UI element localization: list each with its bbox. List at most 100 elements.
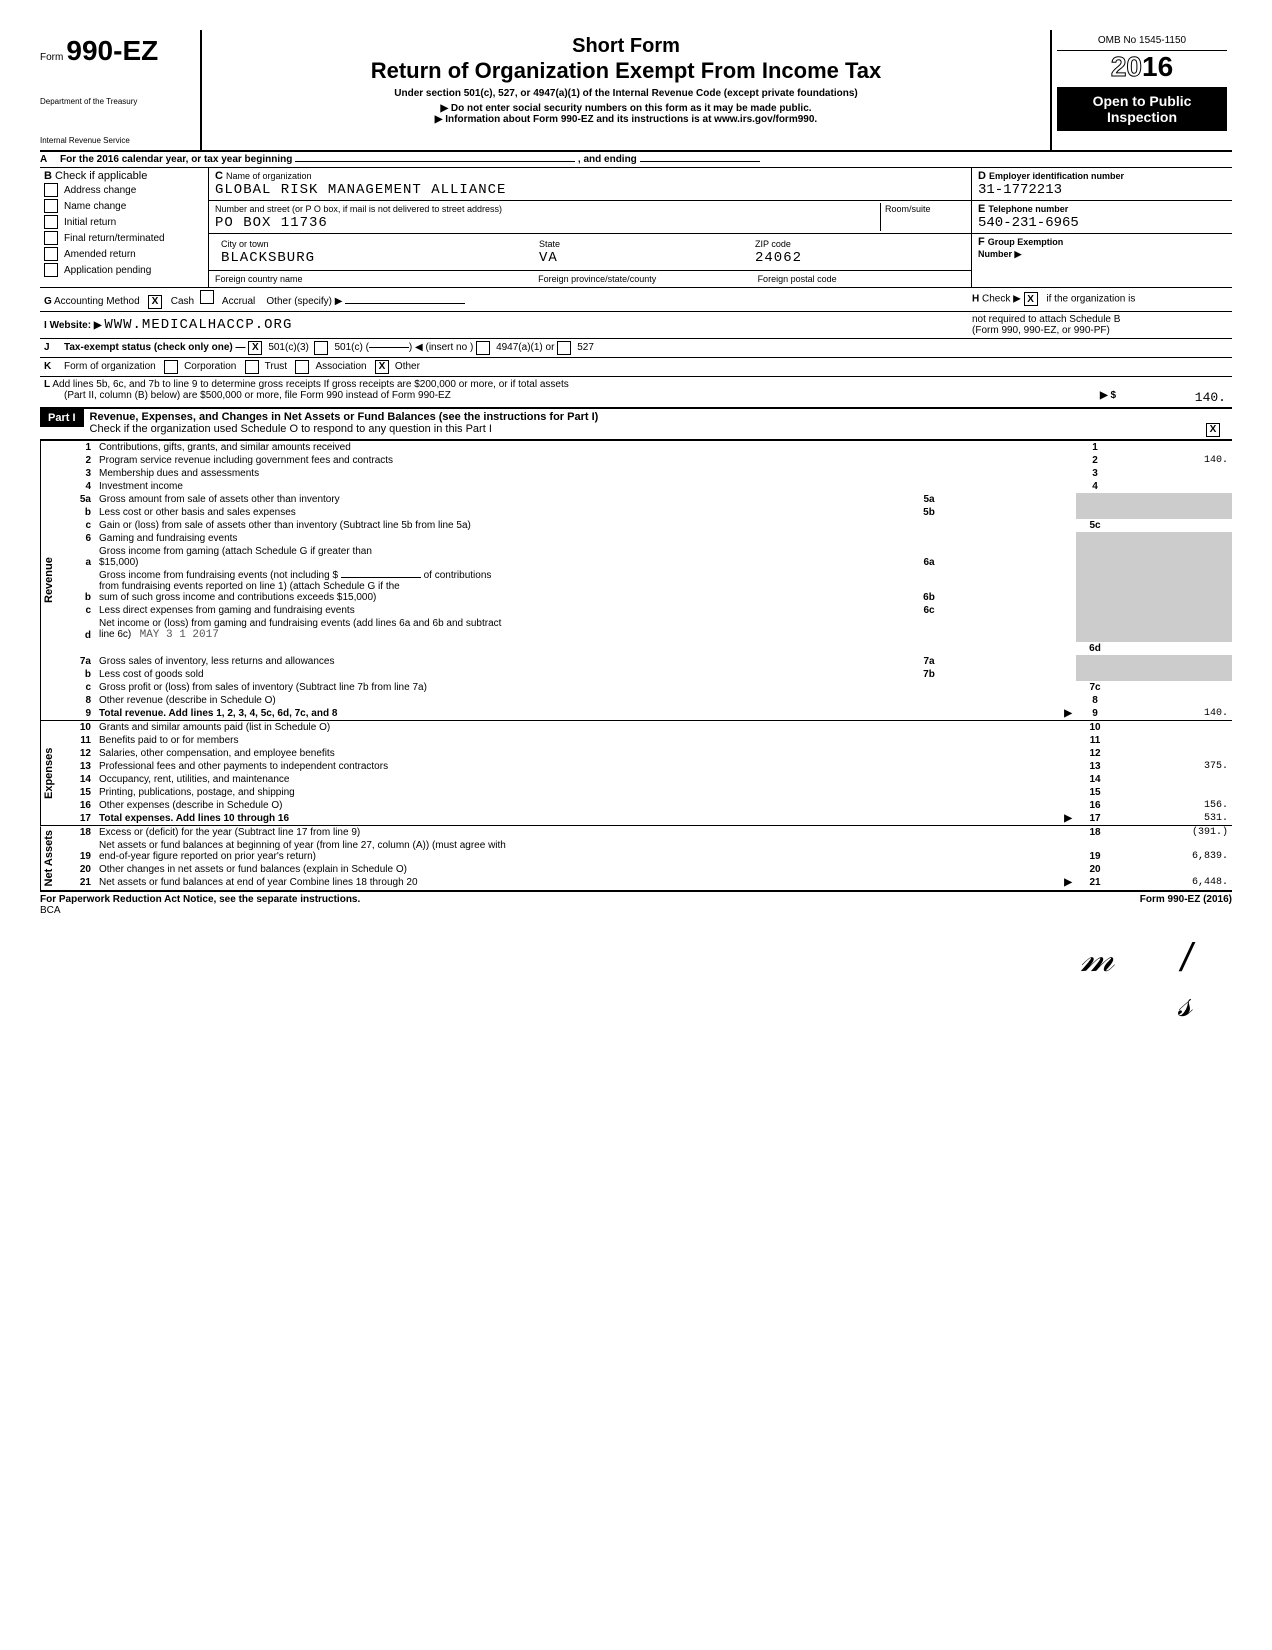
form-header: Form 990-EZ Department of the Treasury I… <box>40 30 1232 152</box>
subtitle: Under section 501(c), 527, or 4947(a)(1)… <box>212 88 1040 99</box>
ssn-warning: Do not enter social security numbers on … <box>451 103 812 114</box>
tax-year: 2016 <box>1057 51 1227 83</box>
year-box: OMB No 1545-1150 2016 Open to Public Ins… <box>1050 30 1232 150</box>
tax-year-end[interactable] <box>640 161 760 162</box>
label-c: C <box>215 170 223 182</box>
check-address-change[interactable] <box>44 183 58 197</box>
check-schedule-b[interactable]: X <box>1024 292 1038 306</box>
check-amended[interactable] <box>44 247 58 261</box>
label-b: B <box>44 170 52 182</box>
omb-number: OMB No 1545-1150 <box>1057 35 1227 51</box>
form-number: 990-EZ <box>66 35 158 66</box>
line7a-val[interactable] <box>948 655 1076 668</box>
row-k: K Form of organization Corporation Trust… <box>40 358 1232 377</box>
line16-val: 156. <box>1114 799 1232 812</box>
check-4947[interactable] <box>476 341 490 355</box>
line11-val <box>1114 734 1232 747</box>
tel-label: Telephone number <box>988 204 1068 214</box>
bca: BCA <box>40 905 61 916</box>
col-def: D Employer identification number 31-1772… <box>972 168 1232 287</box>
state: VA <box>539 250 558 266</box>
line4-val <box>1114 480 1232 493</box>
line15-val <box>1114 786 1232 799</box>
line1-val <box>1114 441 1232 454</box>
check-final-return[interactable] <box>44 231 58 245</box>
net-assets-vert-label: Net Assets <box>40 826 57 890</box>
ein-label: Employer identification number <box>989 171 1124 181</box>
gross-receipts: 140. <box>1116 390 1232 405</box>
check-501c[interactable] <box>314 341 328 355</box>
foreign-country-label: Foreign country name <box>215 274 303 284</box>
zip: 24062 <box>755 250 802 266</box>
city: BLACKSBURG <box>221 250 315 266</box>
title-box: Short Form Return of Organization Exempt… <box>202 30 1050 150</box>
col-b-checkboxes: B Check if applicable Address change Nam… <box>40 168 209 287</box>
street: PO BOX 11736 <box>215 215 328 231</box>
line17-total-expenses: 531. <box>1114 812 1232 825</box>
check-other-org[interactable]: X <box>375 360 389 374</box>
name-label: Name of organization <box>226 171 312 181</box>
foreign-province-label: Foreign province/state/county <box>538 274 656 284</box>
check-cash[interactable]: X <box>148 295 162 309</box>
and-ending: , and ending <box>578 154 637 165</box>
ein: 31-1772213 <box>978 182 1062 198</box>
check-app-pending[interactable] <box>44 263 58 277</box>
street-label: Number and street (or P O box, if mail i… <box>215 204 502 214</box>
org-name: GLOBAL RISK MANAGEMENT ALLIANCE <box>215 182 506 198</box>
dept-treasury: Department of the Treasury <box>40 97 190 106</box>
telephone: 540-231-6965 <box>978 215 1079 231</box>
check-name-change[interactable] <box>44 199 58 213</box>
foreign-postal-label: Foreign postal code <box>758 274 837 284</box>
page-footer: For Paperwork Reduction Act Notice, see … <box>40 892 1232 916</box>
line6c-val[interactable] <box>948 604 1076 617</box>
check-trust[interactable] <box>245 360 259 374</box>
short-form-label: Short Form <box>212 35 1040 58</box>
line6b-val[interactable] <box>948 569 1076 604</box>
line19-val: 6,839. <box>1114 839 1232 863</box>
row-j: J Tax-exempt status (check only one) — X… <box>40 339 1232 358</box>
part1-label: Part I <box>40 409 84 427</box>
line6a-val[interactable] <box>948 545 1076 569</box>
line10-val <box>1114 721 1232 734</box>
tax-year-begin[interactable] <box>295 161 575 162</box>
revenue-section: Revenue 1Contributions, gifts, grants, a… <box>40 440 1232 720</box>
expenses-table: 10Grants and similar amounts paid (list … <box>57 721 1232 825</box>
main-title: Return of Organization Exempt From Incom… <box>212 58 1040 84</box>
form-ref: Form 990-EZ (2016) <box>1140 894 1232 916</box>
line3-val <box>1114 467 1232 480</box>
line5b-val[interactable] <box>948 506 1076 519</box>
line6d-val <box>1114 642 1232 655</box>
accounting-other[interactable] <box>345 303 465 304</box>
col-c-org-info: C Name of organization GLOBAL RISK MANAG… <box>209 168 972 287</box>
signature-marks: 𝓂 /𝓈 <box>40 936 1232 1026</box>
line18-val: (391.) <box>1114 826 1232 839</box>
net-assets-table: 18Excess or (deficit) for the year (Subt… <box>57 826 1232 889</box>
line7b-val[interactable] <box>948 668 1076 681</box>
check-527[interactable] <box>557 341 571 355</box>
line7c-val <box>1114 681 1232 694</box>
line2-val: 140. <box>1114 454 1232 467</box>
line9-total-revenue: 140. <box>1114 707 1232 720</box>
group-exempt-label: Group Exemption <box>988 237 1064 247</box>
check-501c3[interactable]: X <box>248 341 262 355</box>
dept-irs: Internal Revenue Service <box>40 136 190 145</box>
revenue-table: 1Contributions, gifts, grants, and simil… <box>57 441 1232 720</box>
form-prefix: Form <box>40 52 63 63</box>
line5a-val[interactable] <box>948 493 1076 506</box>
line20-val <box>1114 863 1232 876</box>
expenses-vert-label: Expenses <box>40 721 57 825</box>
line13-val: 375. <box>1114 760 1232 773</box>
section-bcdef: B Check if applicable Address change Nam… <box>40 168 1232 288</box>
line5c-val <box>1114 519 1232 532</box>
line21-net-assets-eoy: 6,448. <box>1114 876 1232 889</box>
expenses-section: Expenses 10Grants and similar amounts pa… <box>40 720 1232 825</box>
line14-val <box>1114 773 1232 786</box>
check-accrual[interactable] <box>200 290 214 304</box>
line12-val <box>1114 747 1232 760</box>
part1-check-text: Check if the organization used Schedule … <box>90 423 492 435</box>
check-corp[interactable] <box>164 360 178 374</box>
part1-schedule-o-check[interactable]: X <box>1206 423 1220 437</box>
open-to-public: Open to Public Inspection <box>1057 87 1227 131</box>
check-initial-return[interactable] <box>44 215 58 229</box>
check-assoc[interactable] <box>295 360 309 374</box>
